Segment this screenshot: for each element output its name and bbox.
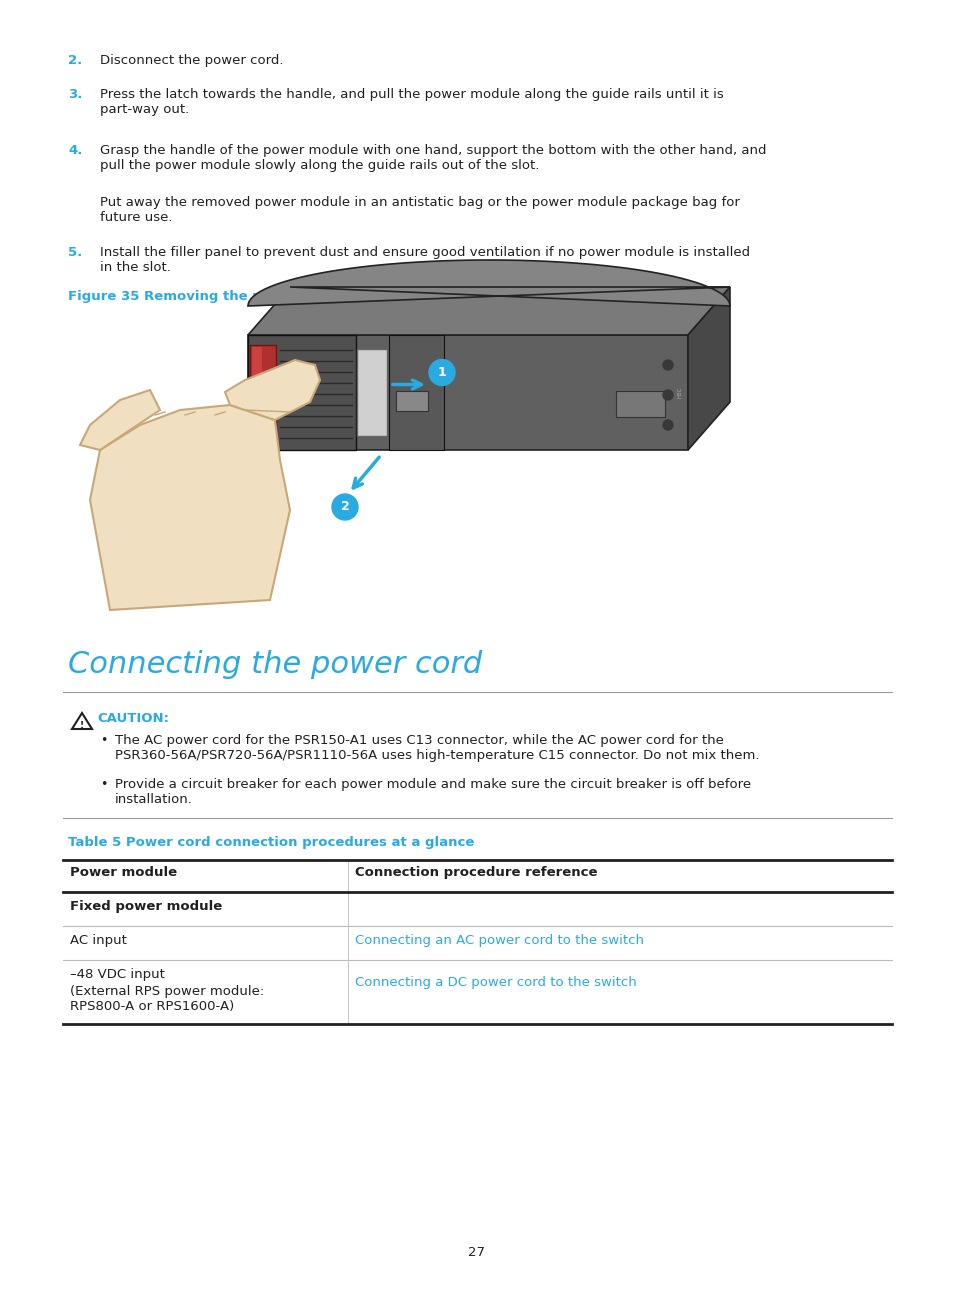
Circle shape <box>662 389 672 400</box>
Text: 1: 1 <box>437 366 446 379</box>
Text: 3.: 3. <box>68 88 82 101</box>
FancyBboxPatch shape <box>356 349 387 436</box>
Text: •: • <box>100 734 108 747</box>
Polygon shape <box>248 287 729 335</box>
Text: The AC power cord for the PSR150-A1 uses C13 connector, while the AC power cord : The AC power cord for the PSR150-A1 uses… <box>115 734 759 762</box>
Polygon shape <box>252 347 262 437</box>
Circle shape <box>662 421 672 430</box>
Text: Grasp the handle of the power module with one hand, support the bottom with the : Grasp the handle of the power module wit… <box>100 144 765 172</box>
Text: Power module: Power module <box>70 866 177 879</box>
Polygon shape <box>687 287 729 450</box>
Polygon shape <box>389 335 443 450</box>
Text: Disconnect the power cord.: Disconnect the power cord. <box>100 54 283 67</box>
Text: 5.: 5. <box>68 246 82 259</box>
Text: 27: 27 <box>468 1246 485 1259</box>
Polygon shape <box>225 360 319 421</box>
Text: Install the filler panel to prevent dust and ensure good ventilation if no power: Install the filler panel to prevent dust… <box>100 246 749 274</box>
FancyBboxPatch shape <box>395 391 428 411</box>
Polygon shape <box>90 405 290 609</box>
Text: –48 VDC input: –48 VDC input <box>70 968 165 981</box>
Polygon shape <box>248 335 355 450</box>
Polygon shape <box>80 389 160 450</box>
Text: Figure 35 Removing the power module: Figure 35 Removing the power module <box>68 290 358 303</box>
Circle shape <box>662 360 672 370</box>
Text: Connecting a DC power cord to the switch: Connecting a DC power cord to the switch <box>355 976 636 989</box>
Polygon shape <box>250 345 275 440</box>
Text: !: ! <box>80 721 84 730</box>
Text: Connecting an AC power cord to the switch: Connecting an AC power cord to the switc… <box>355 934 643 947</box>
Text: •: • <box>100 778 108 791</box>
Text: CAUTION:: CAUTION: <box>97 712 169 725</box>
Polygon shape <box>248 260 729 305</box>
Text: Provide a circuit breaker for each power module and make sure the circuit breake: Provide a circuit breaker for each power… <box>115 778 750 806</box>
Text: 2.: 2. <box>68 54 82 67</box>
Text: Fixed power module: Fixed power module <box>70 901 222 914</box>
Text: 4.: 4. <box>68 144 82 157</box>
Text: AC input: AC input <box>70 934 127 947</box>
Text: (External RPS power module:
RPS800-A or RPS1600-A): (External RPS power module: RPS800-A or … <box>70 985 264 1013</box>
Polygon shape <box>248 335 687 450</box>
Text: Press the latch towards the handle, and pull the power module along the guide ra: Press the latch towards the handle, and … <box>100 88 723 116</box>
Text: Put away the removed power module in an antistatic bag or the power module packa: Put away the removed power module in an … <box>100 195 740 224</box>
FancyBboxPatch shape <box>616 391 664 417</box>
Text: Table 5 Power cord connection procedures at a glance: Table 5 Power cord connection procedures… <box>68 836 474 849</box>
Circle shape <box>429 360 455 386</box>
Text: H3C: H3C <box>677 387 681 399</box>
Text: Connecting the power cord: Connecting the power cord <box>68 650 482 679</box>
Text: Connection procedure reference: Connection procedure reference <box>355 866 597 879</box>
Circle shape <box>332 494 357 520</box>
Text: 2: 2 <box>340 501 349 514</box>
